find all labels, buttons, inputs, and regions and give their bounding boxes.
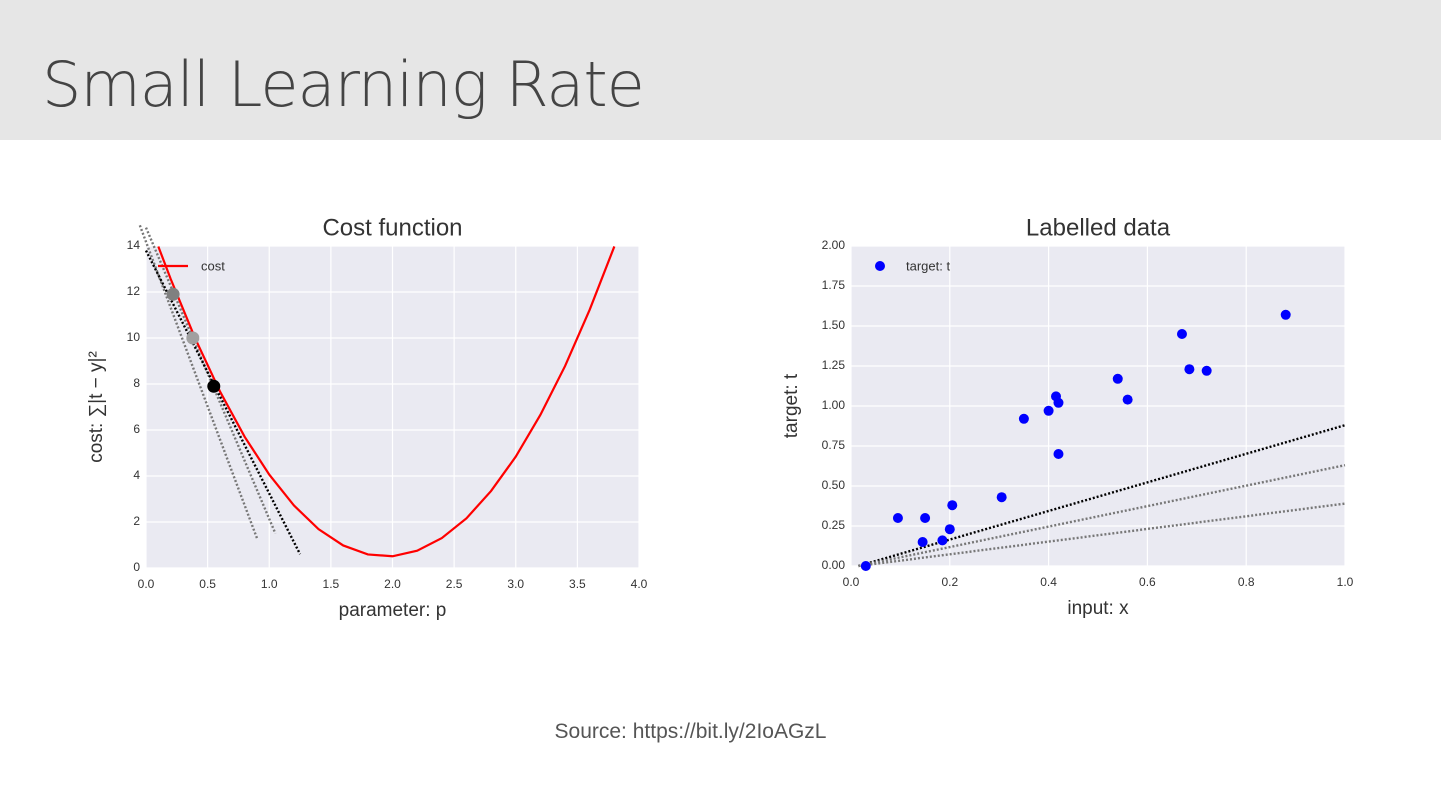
legend-label: cost	[201, 258, 225, 273]
y-tick-label: 8	[133, 376, 140, 390]
legend-label: target: t	[906, 258, 950, 273]
data-point	[892, 513, 903, 523]
x-tick-label: 0.0	[843, 575, 860, 589]
data-point	[1053, 397, 1064, 408]
y-tick-label: 1.50	[822, 318, 846, 332]
data-point	[996, 492, 1007, 503]
y-tick-label: 0	[133, 560, 140, 574]
y-tick-label: 0.25	[822, 518, 846, 532]
x-tick-label: 0.0	[138, 577, 155, 591]
point	[186, 331, 200, 345]
x-tick-label: 2.5	[446, 577, 463, 591]
x-tick-label: 3.0	[507, 577, 524, 591]
cost-line	[157, 246, 616, 558]
y-tick-label: 12	[127, 284, 141, 298]
chart-title: Cost function	[322, 214, 462, 241]
x-tick-label: 3.5	[569, 577, 586, 591]
y-tick-label: 4	[133, 468, 140, 482]
chart-title: Labelled data	[1026, 214, 1171, 241]
data-point	[1280, 309, 1291, 320]
header	[0, 0, 1441, 140]
data-point	[944, 524, 955, 535]
x-tick-label: 0.6	[1139, 575, 1156, 589]
data-point	[1201, 365, 1212, 376]
y-tick-label: 10	[127, 330, 141, 344]
x-tick-label: 1.0	[261, 577, 278, 591]
x-tick-label: 0.5	[199, 577, 216, 591]
y-tick-label: 1.25	[822, 358, 846, 372]
data-point	[1053, 449, 1064, 459]
x-tick-label: 1.5	[323, 577, 340, 591]
x-tick-label: 1.0	[1337, 575, 1354, 589]
data-point	[1122, 394, 1133, 405]
y-tick-label: 2	[133, 514, 140, 528]
point	[166, 287, 180, 301]
y-axis-label: target: t	[781, 373, 802, 438]
y-tick-label: 6	[133, 422, 140, 436]
y-tick-label: 0.75	[822, 438, 846, 452]
legend-swatch	[875, 261, 885, 271]
x-axis-label: input: x	[1067, 598, 1129, 619]
data-point	[1176, 329, 1187, 339]
data-point	[937, 535, 948, 546]
x-tick-label: 4.0	[631, 577, 648, 591]
data-point	[917, 537, 928, 547]
y-tick-label: 0.50	[822, 478, 846, 492]
x-axis-label: parameter: p	[339, 600, 447, 621]
y-axis-label: cost: ∑|t − y|²	[86, 351, 107, 463]
slide-title: Small Learning Rate	[42, 48, 645, 121]
y-tick-label: 2.00	[822, 238, 846, 252]
source: Source: https://bit.ly/2IoAGzL	[554, 720, 827, 743]
fit-line	[858, 502, 1346, 568]
y-tick-label: 0.00	[822, 558, 846, 572]
fit-line	[858, 464, 1346, 568]
tangent-line	[144, 250, 302, 555]
y-tick-label: 1.00	[822, 398, 846, 412]
tangent-line	[144, 227, 277, 534]
x-tick-label: 0.4	[1040, 575, 1057, 589]
data-point	[947, 500, 958, 511]
y-tick-label: 14	[127, 238, 141, 252]
data-point	[1043, 405, 1054, 416]
data-point	[860, 561, 871, 571]
data-point	[1184, 364, 1195, 375]
x-tick-label: 2.0	[384, 577, 401, 591]
y-tick-label: 1.75	[822, 278, 846, 292]
data-point	[1112, 373, 1123, 384]
data-point	[1018, 413, 1029, 424]
data-point	[920, 513, 931, 523]
x-tick-label: 0.8	[1238, 575, 1255, 589]
x-tick-label: 0.2	[941, 575, 958, 589]
point	[207, 379, 221, 393]
